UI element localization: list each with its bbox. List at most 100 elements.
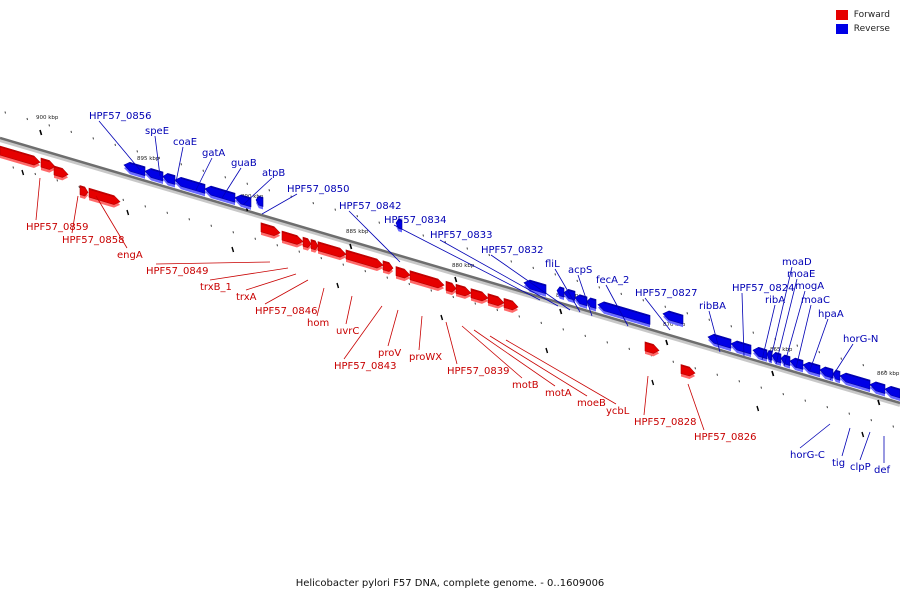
gene-label-HPF57_0849[interactable]: HPF57_0849	[146, 266, 208, 277]
leader-line	[316, 287, 325, 317]
gene-label-HPF57_0843[interactable]: HPF57_0843	[334, 361, 396, 372]
gene-trxA[interactable]	[302, 236, 312, 251]
gene-label-proWX[interactable]: proWX	[409, 352, 442, 363]
gene-label-proV[interactable]: proV	[378, 348, 401, 359]
gene-HPF57_0850[interactable]	[255, 195, 264, 210]
gene-gatA[interactable]	[174, 176, 206, 197]
gene-moaE[interactable]	[771, 351, 782, 366]
gene-label-ribA[interactable]: ribA	[765, 295, 785, 306]
gene-label-horG-N[interactable]: horG-N	[843, 334, 878, 345]
gene-label-speE[interactable]: speE	[145, 126, 169, 137]
gene-label-HPF57_0856[interactable]: HPF57_0856	[89, 111, 151, 122]
gene-ycbL[interactable]	[503, 297, 519, 313]
gene-label-guaB[interactable]: guaB	[231, 158, 257, 169]
gene-HPF57_0834[interactable]	[523, 279, 547, 297]
gene-moeB[interactable]	[487, 293, 505, 309]
gene-label-mogA[interactable]: mogA	[795, 281, 824, 292]
gene-label-ribBA[interactable]: ribBA	[699, 301, 726, 312]
gene-label-clpP[interactable]: clpP	[850, 462, 871, 473]
gene-label-moaE[interactable]: moaE	[787, 269, 815, 280]
gene-label-HPF57_0826[interactable]: HPF57_0826	[694, 432, 756, 443]
gene-label-HPF57_0832[interactable]: HPF57_0832	[481, 245, 543, 256]
gene-HPF57_0832[interactable]	[563, 288, 576, 304]
gene-label-ycbL[interactable]: ycbL	[606, 406, 630, 417]
gene-label-acpS[interactable]: acpS	[568, 265, 592, 276]
gene-label-moaC[interactable]: moaC	[801, 295, 830, 306]
gene-ribBA[interactable]	[707, 333, 732, 352]
gene-guaB[interactable]	[204, 185, 236, 206]
gene-HPF57_0858[interactable]	[79, 185, 89, 199]
gene-label-HPF57_0850[interactable]: HPF57_0850	[287, 184, 349, 195]
gene-label-HPF57_0834[interactable]: HPF57_0834	[384, 215, 446, 226]
gene-arrow	[79, 185, 89, 197]
gene-clpP[interactable]	[869, 381, 886, 397]
gene-label-HPF57_0833[interactable]: HPF57_0833	[430, 230, 492, 241]
gene-label-trxA[interactable]: trxA	[236, 292, 257, 303]
gene-edge	[398, 219, 403, 222]
gene-label-HPF57_0824[interactable]: HPF57_0824	[732, 283, 794, 294]
gene-label-HPF57_0827[interactable]: HPF57_0827	[635, 288, 697, 299]
minor-tick	[598, 286, 600, 289]
gene-label-coaE[interactable]: coaE	[173, 137, 197, 148]
gene-trxB_1[interactable]	[281, 230, 304, 248]
gene-coaE[interactable]	[162, 173, 176, 188]
leader-line	[393, 224, 541, 301]
gene-arrow	[204, 185, 236, 203]
gene-uvrC[interactable]	[345, 249, 384, 272]
gene-acpS[interactable]	[586, 297, 597, 312]
minor-tick	[246, 182, 248, 185]
gene-label-tig[interactable]: tig	[832, 458, 845, 469]
gene-label-hom[interactable]: hom	[307, 318, 329, 329]
gene-HPF57_0858a[interactable]	[53, 165, 69, 181]
gene-fecA_2[interactable]	[597, 301, 651, 328]
gene-HPF57_0827[interactable]	[662, 310, 684, 328]
minor-tick	[430, 289, 432, 292]
gene-label-HPF57_0842[interactable]: HPF57_0842	[339, 201, 401, 212]
gene-label-moaD[interactable]: moaD	[782, 257, 812, 268]
gene-proV[interactable]	[395, 266, 411, 282]
gene-label-HPF57_0859[interactable]: HPF57_0859	[26, 222, 88, 233]
gene-HPF57_0843[interactable]	[382, 260, 394, 275]
gene-label-HPF57_0839[interactable]: HPF57_0839	[447, 366, 509, 377]
gene-HPF57_0859[interactable]	[40, 157, 56, 173]
gene-HPF57_0839[interactable]	[445, 280, 457, 296]
gene-HPF57_0856[interactable]	[123, 161, 146, 179]
gene-HPF57_0846[interactable]	[310, 239, 319, 253]
gene-edge	[890, 386, 900, 391]
gene-label-HPF57_0846[interactable]: HPF57_0846	[255, 306, 317, 317]
gene-label-motA[interactable]: motA	[545, 388, 572, 399]
gene-label-HPF57_0858[interactable]: HPF57_0858	[62, 235, 124, 246]
gene-edge	[0, 146, 35, 158]
gene-hpaA[interactable]	[802, 361, 821, 378]
gene-horG-N[interactable]	[819, 366, 834, 382]
gene-label-HPF57_0828[interactable]: HPF57_0828	[634, 417, 696, 428]
gene-label-fecA_2[interactable]: fecA_2	[596, 275, 629, 286]
gene-HPF57_0859a[interactable]	[0, 145, 41, 169]
gene-horG-C[interactable]	[832, 369, 841, 384]
gene-motB[interactable]	[455, 283, 472, 299]
gene-label-engA[interactable]: engA	[117, 250, 143, 261]
gene-motA[interactable]	[470, 288, 489, 304]
gene-label-uvrC[interactable]: uvrC	[336, 326, 359, 337]
gene-HPF57_0826[interactable]	[680, 364, 696, 379]
gene-label-motB[interactable]: motB	[512, 380, 539, 391]
gene-speE[interactable]	[144, 168, 164, 184]
gene-def[interactable]	[884, 385, 900, 401]
gene-label-fliL[interactable]: fliL	[545, 259, 560, 270]
gene-tig[interactable]	[839, 372, 871, 393]
gene-label-atpB[interactable]: atpB	[262, 168, 285, 179]
gene-hom[interactable]	[317, 241, 347, 261]
gene-proWX[interactable]	[409, 270, 445, 291]
gene-label-moeB[interactable]: moeB	[577, 398, 606, 409]
gene-HPF57_0833[interactable]	[556, 286, 565, 301]
gene-engA[interactable]	[88, 187, 121, 208]
gene-label-gatA[interactable]: gatA	[202, 148, 225, 159]
gene-label-hpaA[interactable]: hpaA	[818, 309, 844, 320]
gene-HPF57_0849[interactable]	[260, 222, 281, 239]
gene-HPF57_0828[interactable]	[644, 341, 660, 357]
gene-moaD[interactable]	[766, 350, 773, 364]
gene-label-horG-C[interactable]: horG-C	[790, 450, 825, 461]
gene-label-def[interactable]: def	[874, 465, 891, 476]
gene-label-trxB_1[interactable]: trxB_1	[200, 282, 232, 293]
